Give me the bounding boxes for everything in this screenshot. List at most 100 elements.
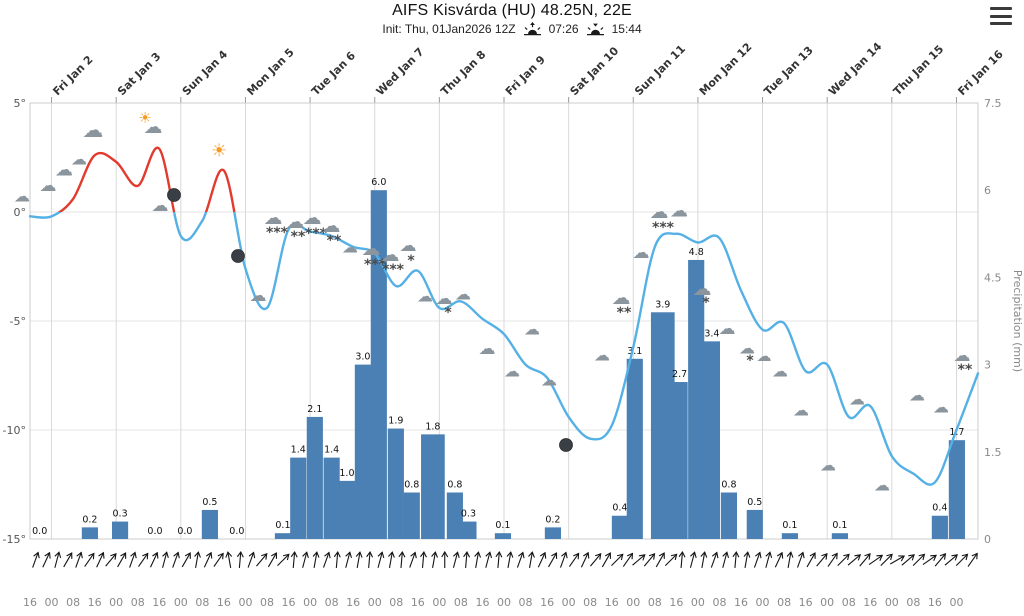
wind-arrow xyxy=(732,550,740,569)
cloud-icon: ☁ xyxy=(83,118,104,142)
wind-arrow xyxy=(774,551,784,568)
precip-value-label: 0.0 xyxy=(32,526,47,537)
precip-value-label: 1.7 xyxy=(949,427,964,438)
moon-icon xyxy=(559,438,573,452)
svg-text:☁: ☁ xyxy=(144,116,163,138)
svg-text:☁: ☁ xyxy=(909,386,925,405)
svg-text:*: * xyxy=(444,305,452,321)
precip-value-label: 1.0 xyxy=(339,468,354,479)
precip-bar xyxy=(111,521,129,539)
cloud-icon: ☁ xyxy=(849,390,865,409)
x-tick-label: 16 xyxy=(475,596,489,609)
svg-text:☁: ☁ xyxy=(400,236,417,256)
cloud-icon: ☁ xyxy=(286,211,305,233)
x-tick-label: 08 xyxy=(260,596,274,609)
precip-axis-label: 3 xyxy=(984,359,991,372)
wind-arrows-layer xyxy=(32,550,978,569)
svg-text:☁: ☁ xyxy=(524,320,540,339)
svg-text:☀: ☀ xyxy=(138,109,151,127)
menu-button[interactable] xyxy=(990,7,1012,25)
cloud-icon: ☁ xyxy=(719,319,736,339)
svg-text:*: * xyxy=(702,295,710,311)
wind-arrow xyxy=(967,552,978,567)
wind-arrow xyxy=(689,551,697,568)
sunrise-time: 07:26 xyxy=(548,22,579,36)
day-label: Sun Jan 4 xyxy=(180,47,231,98)
svg-text:☁: ☁ xyxy=(14,187,30,206)
svg-text:*: * xyxy=(407,253,415,269)
wind-arrow xyxy=(655,552,665,568)
precip-value-label: 3.9 xyxy=(655,299,670,310)
svg-text:☁: ☁ xyxy=(83,118,104,142)
weather-icons-layer: ☁ ☁☁☁☁ ☀☁☁☀☁☁***☁**☁***☁** ☁ ☁***☁***☁*☁ ☁*☁☁… xyxy=(14,109,973,495)
svg-text:☁: ☁ xyxy=(933,398,949,417)
wind-arrow xyxy=(753,551,762,568)
precip-bar xyxy=(387,428,404,539)
precip-axis-label: 6 xyxy=(984,184,991,197)
precip-bar xyxy=(650,312,675,539)
svg-text:***: *** xyxy=(652,220,675,236)
wind-arrow xyxy=(452,551,460,568)
svg-text:**: ** xyxy=(617,305,632,321)
chart-title: AIFS Kisvárda (HU) 48.25N, 22E xyxy=(392,2,632,19)
x-tick-label: 08 xyxy=(777,596,791,609)
precip-bar xyxy=(323,457,340,539)
temp-line-layer xyxy=(28,146,980,486)
wind-arrow xyxy=(678,550,686,569)
precip-bar xyxy=(421,434,445,539)
wind-arrow xyxy=(934,553,947,567)
x-tick-label: 08 xyxy=(131,596,145,609)
wind-arrow xyxy=(431,551,438,568)
wind-arrow xyxy=(355,551,363,568)
wind-arrow xyxy=(880,553,893,567)
precip-bar xyxy=(671,382,688,539)
precip-bar xyxy=(354,364,371,539)
cloud-icon: ☁ xyxy=(541,371,557,390)
svg-text:☁: ☁ xyxy=(739,339,755,358)
precip-bar xyxy=(201,509,218,539)
wind-arrow xyxy=(345,551,352,568)
cloud-icon: ☁ xyxy=(504,362,520,381)
wind-arrow xyxy=(559,551,568,568)
cloud-icon: ☁ xyxy=(670,201,688,222)
svg-text:☁: ☁ xyxy=(633,243,650,263)
axis-labels: 5° 0° -5° -10° -15° 7.5 6 4.5 3 1.5 0 Precipitation… xyxy=(3,97,1024,609)
wind-arrow xyxy=(643,553,656,567)
wind-arrow xyxy=(213,552,224,567)
precip-bar xyxy=(720,492,738,539)
day-label: Fri Jan 16 xyxy=(955,47,1006,98)
cloud-icon: ☁ xyxy=(820,456,836,475)
precip-bar xyxy=(403,492,420,539)
snow-icon: ** xyxy=(291,229,306,245)
wind-arrow xyxy=(290,550,298,569)
svg-text:☁: ☁ xyxy=(264,207,283,229)
precip-value-label: 2.1 xyxy=(307,404,322,415)
sunset-time: 15:44 xyxy=(611,22,642,36)
cloud-icon: ☁ xyxy=(757,347,772,365)
precip-axis-label: 1.5 xyxy=(984,446,1002,459)
precip-bar xyxy=(688,259,705,539)
x-tick-label: 08 xyxy=(583,596,597,609)
wind-arrow xyxy=(409,551,417,568)
precip-value-label: 0.0 xyxy=(177,526,192,537)
x-tick-label: 08 xyxy=(519,596,533,609)
temp-axis-label: -10° xyxy=(3,424,26,437)
precip-value-label: 3.4 xyxy=(704,328,719,339)
x-tick-label: 00 xyxy=(303,596,317,609)
svg-text:☁: ☁ xyxy=(650,201,669,223)
wind-arrow xyxy=(84,552,95,567)
x-tick-label: 00 xyxy=(497,596,511,609)
wind-arrow xyxy=(105,553,117,567)
x-tick-label: 08 xyxy=(842,596,856,609)
precip-value-label: 0.1 xyxy=(832,520,847,531)
day-label: Wed Jan 14 xyxy=(826,40,885,99)
cloud-icon: ☁ xyxy=(436,289,453,309)
wind-arrow xyxy=(847,554,862,566)
svg-text:☁: ☁ xyxy=(612,287,631,309)
precip-bar xyxy=(460,521,477,539)
wind-arrow xyxy=(441,550,449,568)
svg-text:☁: ☁ xyxy=(40,176,57,196)
wind-arrow xyxy=(827,552,838,567)
x-tick-label: 16 xyxy=(799,596,813,609)
day-label: Fri Jan 2 xyxy=(50,53,95,98)
